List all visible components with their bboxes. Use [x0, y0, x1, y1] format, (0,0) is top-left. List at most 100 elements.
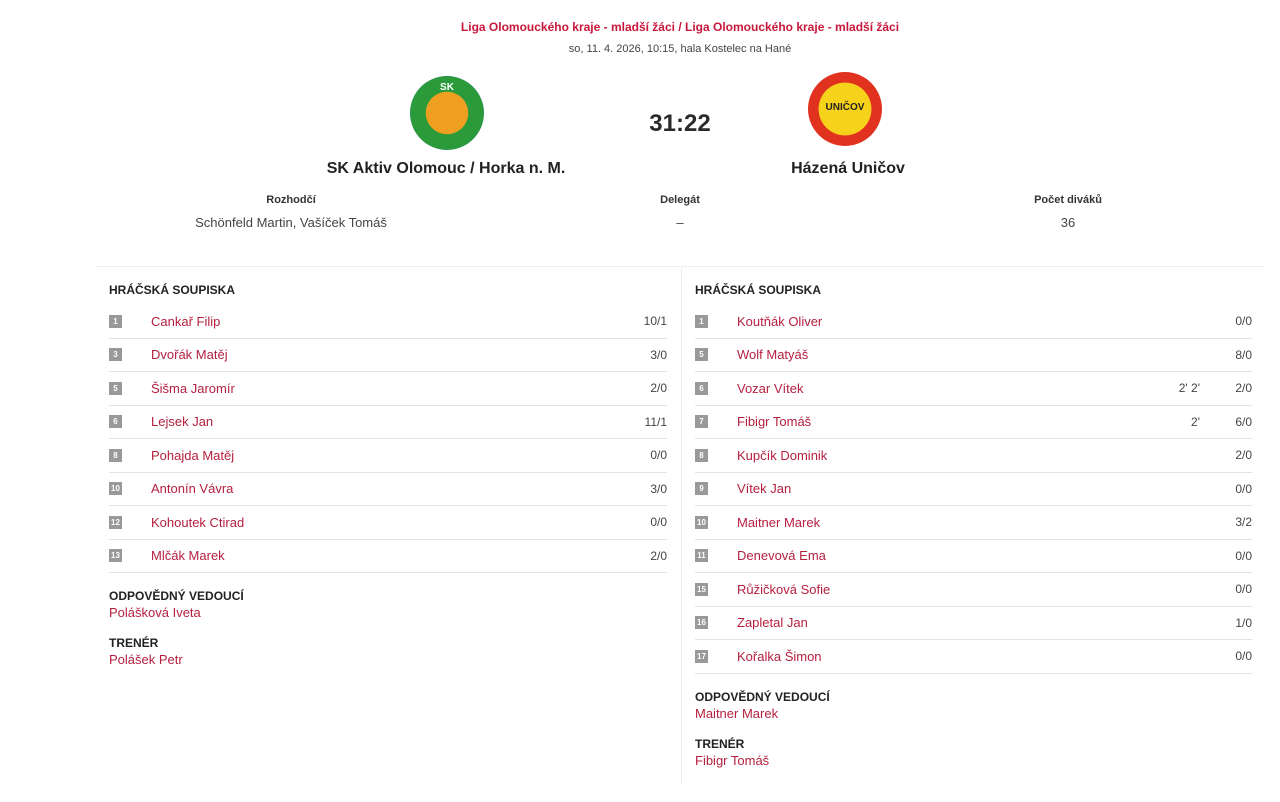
player-name[interactable]: Maitner Marek [737, 514, 821, 530]
player-name[interactable]: Wolf Matyáš [737, 347, 809, 363]
player-name[interactable]: Antonín Vávra [151, 481, 234, 497]
player-row: 5 Šišma Jaromír 2/0 [109, 372, 667, 406]
player-name[interactable]: Fibigr Tomáš [737, 414, 812, 430]
jersey-number: 9 [695, 482, 708, 496]
player-row: 7 Fibigr Tomáš 2' 6/0 [695, 406, 1252, 439]
player-name[interactable]: Dvořák Matěj [151, 347, 228, 363]
player-name[interactable]: Denevová Ema [737, 548, 826, 564]
manager-label: ODPOVĚDNÝ VEDOUCÍ [109, 589, 244, 603]
player-name[interactable]: Kořalka Šimon [737, 648, 822, 664]
home-manager[interactable]: Polášková Iveta [109, 605, 201, 620]
jersey-number: 5 [109, 381, 122, 395]
player-row: 1 Koutňák Oliver 0/0 [695, 305, 1252, 339]
goals: 3/0 [650, 347, 667, 362]
home-team-name[interactable]: SK Aktiv Olomouc / Horka n. M. [326, 160, 566, 177]
player-name[interactable]: Kupčík Dominik [737, 447, 828, 463]
player-name[interactable]: Mlčák Marek [151, 548, 225, 564]
player-name[interactable]: Lejsek Jan [151, 414, 214, 430]
player-name[interactable]: Vozar Vítek [737, 380, 804, 396]
home-coach[interactable]: Polášek Petr [109, 652, 183, 667]
player-row: 8 Pohajda Matěj 0/0 [109, 439, 667, 473]
player-name[interactable]: Šišma Jaromír [151, 380, 235, 396]
penalties: 2' [1191, 414, 1200, 429]
player-name[interactable]: Pohajda Matěj [151, 447, 235, 463]
goals: 0/0 [1235, 481, 1252, 496]
player-row: 1 Cankař Filip 10/1 [109, 305, 667, 339]
penalties: 2' 2' [1178, 381, 1200, 396]
home-team-logo: SK [410, 76, 484, 150]
player-row: 17 Kořalka Šimon 0/0 [695, 640, 1252, 674]
player-name[interactable]: Cankař Filip [151, 313, 221, 329]
jersey-number: 6 [695, 381, 708, 395]
player-row: 11 Denevová Ema 0/0 [695, 540, 1252, 573]
player-name[interactable]: Koutňák Oliver [737, 313, 823, 329]
spectators-value: 36 [1060, 215, 1076, 230]
goals: 6/0 [1235, 414, 1252, 429]
delegate-info: Delegát – [580, 194, 780, 230]
jersey-number: 3 [109, 348, 122, 362]
player-row: 8 Kupčík Dominik 2/0 [695, 439, 1252, 473]
jersey-number: 5 [695, 348, 708, 362]
goals: 2/0 [1235, 381, 1252, 396]
home-player-list: 1 Cankař Filip 10/1 3 Dvořák Matěj 3/0 5 Šišma … [109, 305, 667, 573]
player-row: 10 Antonín Vávra 3/0 [109, 473, 667, 506]
spectators-info: Počet diváků 36 [968, 194, 1168, 230]
goals: 0/0 [650, 515, 667, 530]
jersey-number: 15 [695, 582, 708, 596]
player-name[interactable]: Zapletal Jan [737, 615, 808, 631]
player-row: 6 Lejsek Jan 11/1 [109, 406, 667, 439]
goals: 8/0 [1235, 347, 1252, 362]
away-player-list: 1 Koutňák Oliver 0/0 5 Wolf Matyáš 8/0 6 Vozar … [695, 305, 1252, 674]
player-name[interactable]: Vítek Jan [737, 481, 792, 497]
jersey-number: 13 [109, 549, 122, 563]
manager-label: ODPOVĚDNÝ VEDOUCÍ [695, 689, 830, 704]
league-title[interactable]: Liga Olomouckého kraje - mladší žáci / L… [460, 20, 900, 34]
coach-label: TRENÉR [695, 736, 745, 751]
match-score: 31:22 [649, 110, 711, 137]
away-manager[interactable]: Maitner Marek [695, 705, 779, 721]
goals: 11/1 [644, 414, 667, 429]
roster-heading: HRÁČSKÁ SOUPISKA [109, 283, 236, 297]
goals: 3/0 [650, 481, 667, 496]
referees-value[interactable]: Schönfeld Martin, Vašíček Tomáš [195, 215, 387, 230]
goals: 0/0 [1235, 548, 1252, 563]
goals: 0/0 [1235, 649, 1252, 664]
coach-label: TRENÉR [109, 636, 159, 650]
player-row: 3 Dvořák Matěj 3/0 [109, 339, 667, 372]
away-roster: HRÁČSKÁ SOUPISKA 1 Koutňák Oliver 0/0 5 Wolf… [681, 266, 1265, 784]
goals: 0/0 [1235, 582, 1252, 597]
player-row: 10 Maitner Marek 3/2 [695, 506, 1252, 540]
away-team-name[interactable]: Házená Uničov [791, 160, 905, 177]
goals: 0/0 [650, 448, 667, 463]
delegate-label: Delegát [660, 194, 700, 206]
jersey-number: 1 [109, 314, 122, 328]
player-name[interactable]: Růžičková Sofie [737, 581, 831, 597]
player-row: 9 Vítek Jan 0/0 [695, 473, 1252, 506]
player-row: 12 Kohoutek Ctirad 0/0 [109, 506, 667, 540]
goals: 10/1 [643, 314, 667, 329]
away-coach[interactable]: Fibigr Tomáš [695, 752, 770, 768]
player-row: 5 Wolf Matyáš 8/0 [695, 339, 1252, 372]
spectators-label: Počet diváků [1034, 194, 1102, 206]
jersey-number: 12 [109, 515, 122, 529]
jersey-number: 16 [695, 616, 708, 630]
away-team-logo: UNIČOV [808, 72, 882, 146]
match-date: so, 11. 4. 2026, 10:15, hala Kostelec na… [568, 43, 792, 55]
referees-label: Rozhodčí [266, 194, 316, 206]
goals: 0/0 [1235, 314, 1252, 329]
player-row: 15 Růžičková Sofie 0/0 [695, 573, 1252, 607]
goals: 2/0 [1235, 448, 1252, 463]
player-name[interactable]: Kohoutek Ctirad [151, 514, 245, 530]
player-row: 16 Zapletal Jan 1/0 [695, 607, 1252, 640]
goals: 3/2 [1235, 515, 1252, 530]
jersey-number: 10 [695, 515, 708, 529]
jersey-number: 8 [695, 448, 708, 462]
jersey-number: 10 [109, 482, 122, 496]
jersey-number: 6 [109, 415, 122, 429]
jersey-number: 17 [695, 649, 708, 663]
referees-info: Rozhodčí Schönfeld Martin, Vašíček Tomáš [141, 194, 441, 230]
goals: 2/0 [650, 381, 667, 396]
roster-heading: HRÁČSKÁ SOUPISKA [695, 283, 822, 297]
jersey-number: 7 [695, 415, 708, 429]
goals: 2/0 [650, 548, 667, 563]
